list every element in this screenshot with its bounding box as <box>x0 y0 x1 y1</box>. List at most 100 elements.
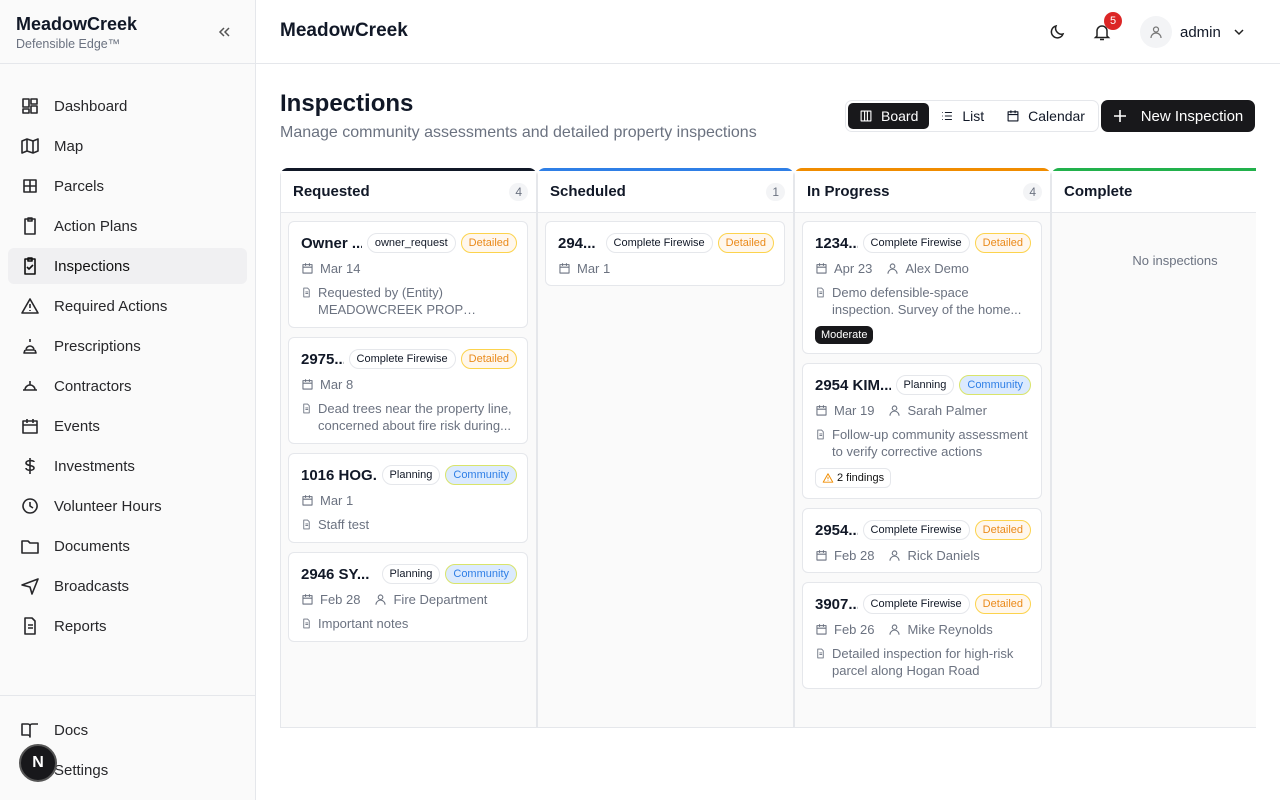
tag: Complete Firewise <box>348 349 456 369</box>
icon <box>24 217 36 235</box>
nav-label: Reports <box>54 617 107 635</box>
inspection-card[interactable]: 2954 KIM... Planning Community Mar 19 Sarah … <box>802 363 1042 499</box>
avatar[interactable]: N <box>19 744 57 782</box>
page-title: Inspections <box>280 90 414 117</box>
icon <box>302 263 313 274</box>
inspection-card[interactable]: 2946 SY... Planning Community Feb 28 Fire De… <box>288 552 528 642</box>
icon <box>25 458 35 474</box>
icon <box>822 473 834 483</box>
board-column: In Progress 4 1234... Complete Firewise Deta… <box>794 168 1051 728</box>
card-date: Feb 28 <box>834 548 875 563</box>
card-header: 2954 KIM... Planning Community <box>815 375 1031 395</box>
card-meta: Mar 19 Sarah Palmer <box>815 403 1031 418</box>
nav-item[interactable]: Contractors <box>8 368 247 404</box>
nav-item[interactable]: Action Plans <box>8 208 247 244</box>
collapse-button[interactable] <box>216 24 232 40</box>
icon <box>816 624 827 635</box>
card-header: 3907... Complete Firewise Detailed <box>815 594 1031 614</box>
card-meta: Mar 1 <box>301 493 517 508</box>
board-column: Complete No inspections <box>1051 168 1256 728</box>
inspection-card[interactable]: 2975... Complete Firewise Detailed Mar 8 Dea… <box>288 337 528 444</box>
nav-item[interactable]: Map <box>8 128 247 164</box>
column-header: In Progress 4 <box>795 171 1050 213</box>
card-title: 2946 SY... <box>301 565 370 583</box>
nav-label: Prescriptions <box>54 337 141 355</box>
column-count: 4 <box>1023 182 1042 201</box>
nav-item[interactable]: Events <box>8 408 247 444</box>
nav-label: Dashboard <box>54 97 128 115</box>
inspection-card[interactable]: 3907... Complete Firewise Detailed Feb 26 Mi… <box>802 582 1042 689</box>
nav-item[interactable]: Documents <box>8 528 247 564</box>
notification-count: 5 <box>1104 12 1122 30</box>
card-date: Mar 8 <box>320 377 354 392</box>
notifications[interactable] <box>1092 22 1112 42</box>
new-inspection-button[interactable]: New Inspection <box>1101 100 1255 132</box>
card-meta: Mar 8 <box>301 377 517 392</box>
brand: MeadowCreek Defensible Edge™ <box>0 0 255 64</box>
icon <box>817 429 824 440</box>
nav-label: Contractors <box>54 377 132 395</box>
user-name: admin <box>1180 23 1221 41</box>
view-label: Calendar <box>1028 108 1085 124</box>
nav-item[interactable]: Broadcasts <box>8 568 247 604</box>
tag: Complete Firewise <box>862 520 970 540</box>
card-header: 2946 SY... Planning Community <box>301 564 517 584</box>
inspection-card[interactable]: 294... Complete Firewise Detailed Mar 1 <box>545 221 785 286</box>
nav-item[interactable]: Required Actions <box>8 288 247 324</box>
nav-item[interactable]: Parcels <box>8 168 247 204</box>
tag: Detailed <box>460 349 517 369</box>
icon <box>889 405 901 416</box>
nav-item[interactable]: Dashboard <box>8 88 247 124</box>
card-meta: Mar 14 <box>301 261 517 276</box>
card-list: 294... Complete Firewise Detailed Mar 1 <box>538 213 793 303</box>
view-label: Board <box>881 108 919 124</box>
icon <box>559 263 570 274</box>
nav-label: Settings <box>54 761 109 779</box>
icon <box>21 578 39 595</box>
card-meta: Mar 1 <box>558 261 774 276</box>
nav-item[interactable]: Reports <box>8 608 247 644</box>
nav-item[interactable]: Prescriptions <box>8 328 247 364</box>
nav-item[interactable]: Investments <box>8 448 247 484</box>
nav-label: Inspections <box>54 257 130 275</box>
card-person: Sarah Palmer <box>907 403 987 418</box>
inspection-card[interactable]: Owner ... owner_request Detailed Mar 14 Requ… <box>288 221 528 328</box>
card-meta: Feb 26 Mike Reynolds <box>815 622 1031 637</box>
tag: Detailed <box>974 233 1031 253</box>
view-button[interactable]: List <box>929 103 995 129</box>
nav-item[interactable]: Inspections <box>8 248 247 284</box>
view-switcher: Board List Calendar <box>845 100 1099 132</box>
card-note: Follow-up community assessment to verify… <box>815 426 1031 460</box>
inspection-card[interactable]: 1234... Complete Firewise Detailed Apr 23 Al… <box>802 221 1042 354</box>
note-text: Staff test <box>318 517 370 532</box>
nav-item[interactable]: Docs <box>8 712 247 748</box>
user-menu[interactable]: admin <box>1140 16 1245 48</box>
card-date: Apr 23 <box>834 261 873 276</box>
note-text: Follow-up community assessment to verify… <box>832 427 1028 459</box>
theme-toggle[interactable] <box>1049 23 1067 41</box>
icon <box>303 618 310 629</box>
icon <box>302 379 313 390</box>
card-header: 2954... Complete Firewise Detailed <box>815 520 1031 540</box>
card-title: 2954 KIM... <box>815 376 891 394</box>
inspection-card[interactable]: 2954... Complete Firewise Detailed Feb 28 Ri… <box>802 508 1042 573</box>
header-title: MeadowCreek <box>280 20 408 41</box>
column-header: Complete <box>1052 171 1256 213</box>
nav: Dashboard Map Parcels Action Plans Inspectio… <box>8 88 247 648</box>
nav-label: Map <box>54 137 84 155</box>
person-icon <box>886 262 905 275</box>
nav-label: Volunteer Hours <box>54 497 162 515</box>
card-note: Requested by (Entity) MEADOWCREEK PROP O… <box>301 284 517 318</box>
tag: Planning <box>895 375 955 395</box>
card-note: Important notes <box>301 615 517 632</box>
view-button[interactable]: Calendar <box>995 103 1096 129</box>
icon <box>816 550 827 561</box>
card-date: Mar 1 <box>577 261 611 276</box>
icon <box>303 519 310 530</box>
note-text: Requested by (Entity) MEADOWCREEK PROP O… <box>318 285 463 317</box>
icon <box>21 540 39 554</box>
nav-item[interactable]: Volunteer Hours <box>8 488 247 524</box>
view-button[interactable]: Board <box>848 103 930 129</box>
